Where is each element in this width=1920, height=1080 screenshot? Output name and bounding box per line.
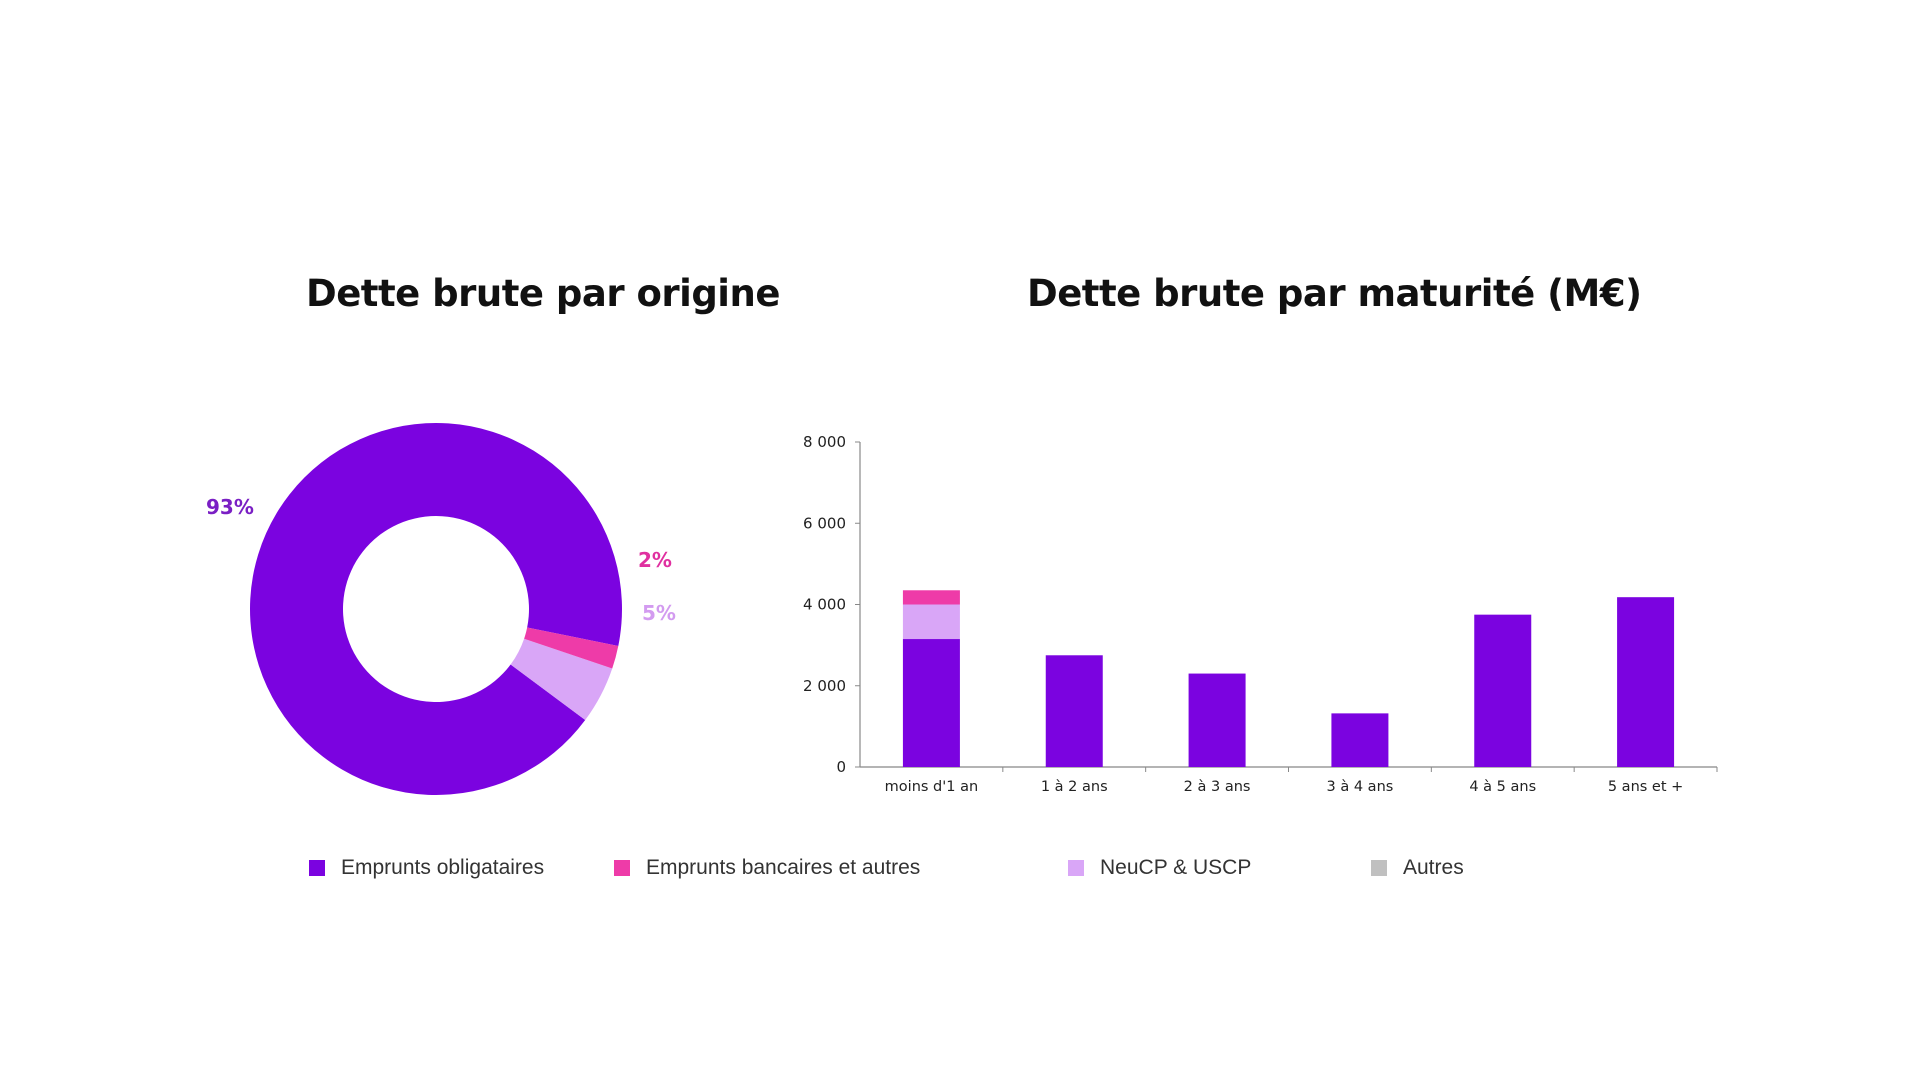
x-tick-label: 5 ans et + — [1608, 779, 1683, 795]
legend-item-neucp-uscp: NeuCP & USCP — [1068, 856, 1251, 880]
donut-slice-neucp-uscp — [510, 638, 613, 721]
legend-item-emprunts-bancaires: Emprunts bancaires et autres — [614, 856, 920, 880]
x-tick-label: moins d'1 an — [885, 779, 978, 795]
donut-data-label: 5% — [642, 601, 676, 625]
legend-item-emprunts-obligataires: Emprunts obligataires — [309, 856, 544, 880]
bar-emprunts-obligataires — [1045, 655, 1103, 767]
bar-chart: 0 2 000 4 000 6 000 8 000 moins d'1 an 1 à 2 a… — [803, 433, 1718, 795]
x-tick-label: 4 à 5 ans — [1469, 779, 1536, 795]
legend-swatch — [614, 860, 630, 876]
y-tick-label: 0 — [836, 758, 846, 776]
donut-slice-emprunts-obligataires — [249, 423, 622, 795]
legend-item-autres: Autres — [1371, 856, 1464, 880]
bar-chart-title: Dette brute par maturité (M€) — [1027, 272, 1642, 315]
legend-swatch — [1371, 860, 1387, 876]
legend-label: Autres — [1403, 856, 1464, 879]
legend-label: Emprunts bancaires et autres — [646, 856, 921, 879]
bar-emprunts-obligataires — [1617, 597, 1675, 767]
y-tick-label: 8 000 — [803, 433, 846, 451]
y-tick-label: 4 000 — [803, 596, 846, 614]
x-tick-label: 3 à 4 ans — [1327, 779, 1394, 795]
donut-chart: 93% 2% 5% — [206, 423, 676, 795]
bar-emprunts-obligataires — [1188, 673, 1246, 767]
bar-emprunts-obligataires — [1331, 713, 1389, 767]
legend-label: Emprunts obligataires — [341, 856, 545, 879]
x-tick-label: 1 à 2 ans — [1041, 779, 1108, 795]
donut-slice-emprunts-bancaires-et-autres — [524, 627, 619, 669]
bar-emprunts-bancaires-et-autres — [902, 590, 960, 605]
x-tick-label: 2 à 3 ans — [1184, 779, 1251, 795]
bar-neucp-uscp — [902, 604, 960, 640]
bar-emprunts-obligataires — [1474, 614, 1532, 767]
donut-data-label: 2% — [638, 548, 672, 572]
legend-swatch — [1068, 860, 1084, 876]
donut-data-label: 93% — [206, 495, 254, 519]
y-tick-label: 6 000 — [803, 514, 846, 532]
chart-legend: Emprunts obligataires Emprunts bancaires… — [0, 856, 1920, 886]
y-tick-label: 2 000 — [803, 677, 846, 695]
donut-chart-title: Dette brute par origine — [306, 272, 780, 315]
legend-swatch — [309, 860, 325, 876]
bar-emprunts-obligataires — [902, 639, 960, 767]
legend-label: NeuCP & USCP — [1100, 856, 1252, 879]
